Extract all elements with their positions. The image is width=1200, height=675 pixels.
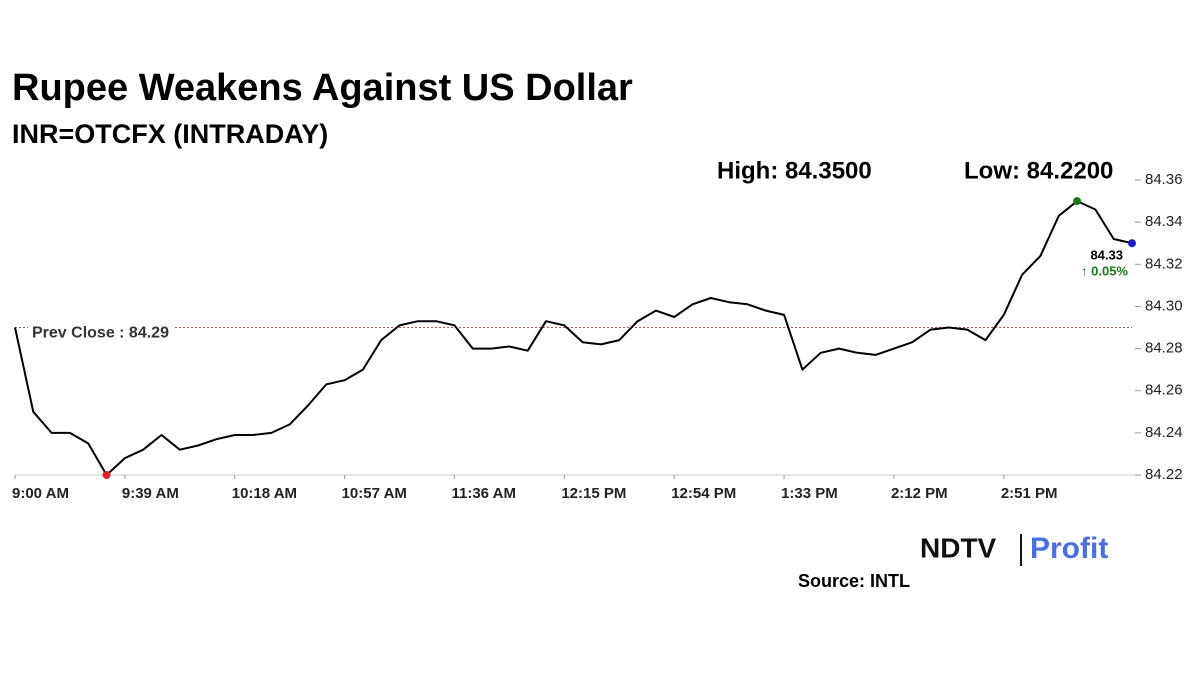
x-tick-label: 1:33 PM: [781, 485, 838, 502]
last-marker: [1128, 239, 1136, 248]
last-value: 84.33: [1090, 247, 1123, 262]
logo-right: Profit: [1030, 532, 1108, 565]
logo-left: NDTV: [920, 532, 997, 563]
prev-close-label: Prev Close : 84.29: [32, 325, 169, 342]
x-tick-label: 9:00 AM: [12, 485, 69, 502]
source: Source: INTL: [798, 571, 910, 591]
price-line: [14, 200, 1133, 476]
x-tick-label: 9:39 AM: [122, 485, 179, 502]
high-marker: [1073, 197, 1082, 206]
y-tick-label: 84.24: [1145, 424, 1183, 441]
x-tick-label: 12:54 PM: [671, 485, 736, 502]
chart-title: Rupee Weakens Against US Dollar: [12, 67, 633, 109]
chart-subtitle: INR=OTCFX (INTRADAY): [12, 119, 328, 149]
low-annotation: Low: 84.2200: [964, 157, 1113, 184]
x-tick-label: 2:51 PM: [1001, 485, 1058, 502]
y-tick-label: 84.26: [1145, 382, 1183, 399]
x-tick-label: 10:18 AM: [232, 485, 297, 502]
x-tick-label: 11:36 AM: [451, 485, 515, 502]
y-tick-label: 84.36: [1145, 171, 1183, 188]
y-tick-label: 84.30: [1145, 297, 1183, 314]
x-tick-label: 10:57 AM: [342, 485, 407, 502]
low-marker: [102, 471, 111, 479]
x-tick-label: 12:15 PM: [561, 485, 626, 502]
high-annotation: High: 84.3500: [717, 157, 872, 184]
y-tick-label: 84.22: [1145, 466, 1183, 483]
prev-close-label-bg: [28, 323, 174, 343]
y-tick-label: 84.28: [1145, 340, 1183, 357]
last-change: ↑ 0.05%: [1081, 263, 1128, 278]
x-tick-label: 2:12 PM: [891, 485, 948, 502]
y-tick-label: 84.34: [1145, 213, 1183, 230]
y-tick-label: 84.32: [1145, 255, 1183, 272]
